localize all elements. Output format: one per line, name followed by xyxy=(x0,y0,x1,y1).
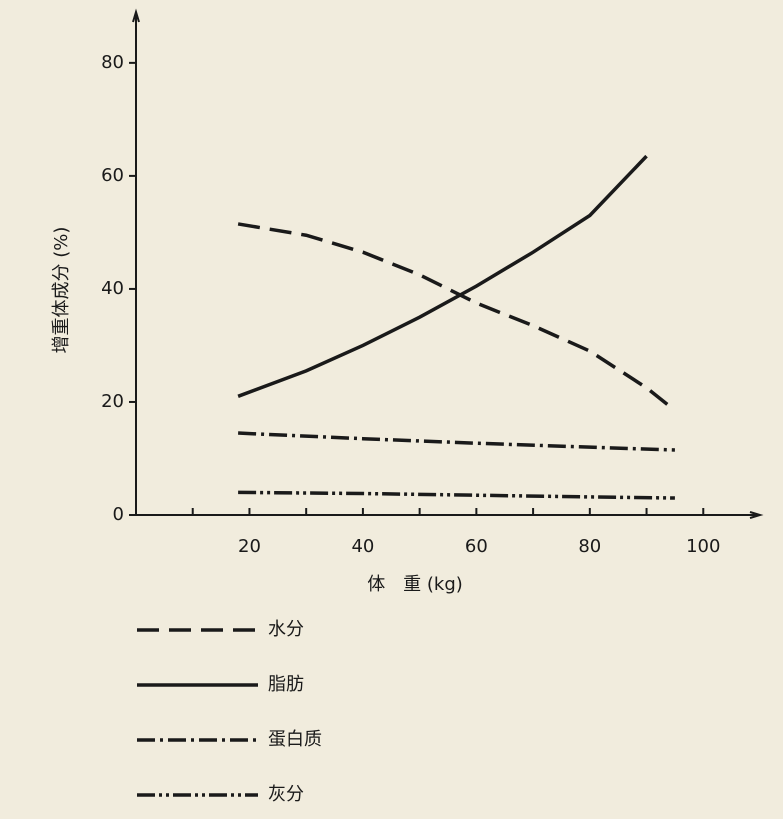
x-tick-label: 60 xyxy=(465,536,488,557)
y-axis xyxy=(132,8,140,515)
x-tick-label: 40 xyxy=(351,536,374,557)
series-line xyxy=(237,154,648,398)
y-tick-label: 60 xyxy=(101,165,124,186)
series-line xyxy=(238,431,675,452)
legend-label: 脂肪 xyxy=(268,674,304,695)
legend-label: 灰分 xyxy=(268,784,304,805)
y-tick-label: 20 xyxy=(101,391,124,412)
x-axis xyxy=(136,511,764,519)
y-tick-label: 40 xyxy=(101,278,124,299)
x-tick-label: 80 xyxy=(578,536,601,557)
series-line xyxy=(237,222,676,412)
x-tick-label: 100 xyxy=(686,536,720,557)
legend-label: 水分 xyxy=(268,619,304,640)
x-axis-label: 体 重 (kg) xyxy=(367,574,463,595)
series-line xyxy=(238,490,675,500)
legend-label: 蛋白质 xyxy=(268,729,322,750)
y-tick-label: 0 xyxy=(113,504,124,525)
y-tick-label: 80 xyxy=(101,52,124,73)
y-axis-label: 增重体成分 (%) xyxy=(51,227,72,354)
x-tick-label: 20 xyxy=(238,536,261,557)
